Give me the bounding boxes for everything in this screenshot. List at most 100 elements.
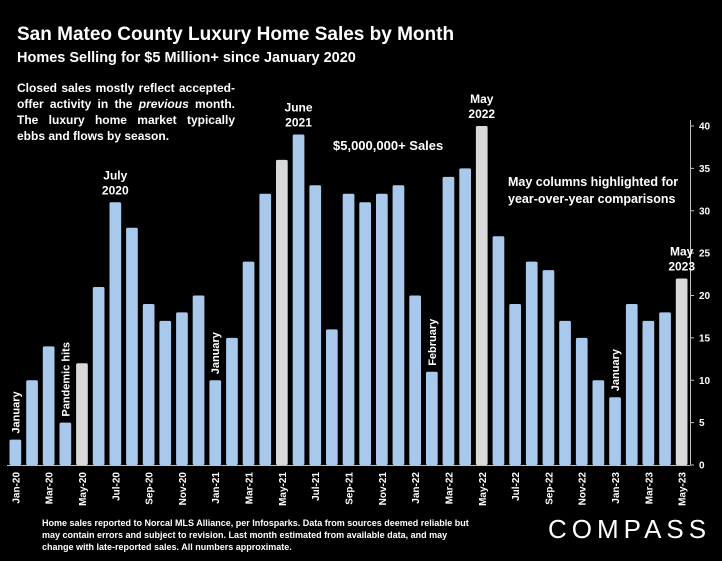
y-tick-label: 15 bbox=[699, 333, 711, 344]
y-tick-label: 30 bbox=[699, 206, 711, 217]
bar-May-20 bbox=[76, 363, 88, 465]
bar-Jun-22 bbox=[492, 236, 505, 465]
x-tick-label: Sep-22 bbox=[544, 472, 555, 505]
annotation-May-23: May bbox=[670, 245, 694, 259]
x-tick-label: Nov-21 bbox=[378, 472, 389, 506]
compass-logo: COMPASS bbox=[548, 514, 712, 544]
annotation-Jan-21: January bbox=[210, 331, 222, 374]
x-tick-label: Mar-23 bbox=[644, 472, 655, 505]
bar-Jul-20 bbox=[109, 202, 122, 466]
bar-Oct-20 bbox=[159, 320, 172, 465]
bar-Mar-21 bbox=[242, 261, 255, 465]
annotation-Jul-20: 2020 bbox=[102, 183, 129, 197]
x-tick-label: Jan-23 bbox=[611, 472, 622, 504]
bar-Apr-21 bbox=[259, 193, 272, 466]
chart-subtitle: Homes Selling for $5 Million+ since Janu… bbox=[17, 50, 356, 66]
bar-Mar-23 bbox=[642, 320, 655, 465]
x-tick-label: May-22 bbox=[478, 472, 489, 506]
annotation-May-22: May bbox=[470, 92, 494, 106]
bar-Aug-21 bbox=[326, 329, 338, 465]
annotation-Jan-23: January bbox=[610, 348, 622, 391]
bar-Apr-22 bbox=[459, 168, 471, 465]
x-tick-label: Sep-20 bbox=[145, 472, 156, 505]
bar-Apr-20 bbox=[59, 422, 72, 465]
bar-Jan-23 bbox=[609, 397, 621, 465]
bar-Jul-21 bbox=[309, 185, 322, 466]
bar-Nov-21 bbox=[376, 193, 388, 466]
x-tick-label: May-20 bbox=[78, 472, 89, 506]
chart-title: San Mateo County Luxury Home Sales by Mo… bbox=[17, 24, 455, 45]
annotation-Jun-21: June bbox=[285, 100, 313, 114]
note-text-b: month. The luxury home market typically … bbox=[17, 97, 235, 143]
bar-Jan-22 bbox=[409, 295, 421, 465]
annotation-Jan-20: January bbox=[10, 391, 22, 434]
bar-Aug-22 bbox=[525, 261, 538, 465]
x-tick-label: Mar-22 bbox=[444, 472, 455, 505]
bar-May-23 bbox=[675, 278, 688, 465]
x-tick-label: May-21 bbox=[278, 472, 289, 506]
bar-Jan-21 bbox=[209, 380, 222, 466]
bar-Feb-20 bbox=[26, 380, 38, 466]
axis-layer: Jan-20 Mar-20 May-20 Jul-20 Sep-20 Nov-20 Jan-… bbox=[7, 120, 711, 506]
bar-Mar-20 bbox=[42, 346, 55, 465]
bar-Dec-22 bbox=[592, 380, 605, 466]
y-tick-label: 20 bbox=[699, 291, 711, 302]
x-tick-label: Mar-20 bbox=[45, 472, 56, 505]
may-highlight-note: May columns highlighted for year-over-ye… bbox=[508, 174, 678, 208]
x-tick-label: Jul-22 bbox=[511, 472, 522, 501]
bar-May-22 bbox=[475, 126, 488, 465]
bar-Dec-21 bbox=[392, 185, 405, 466]
bar-Oct-21 bbox=[359, 202, 371, 466]
bar-Sep-22 bbox=[542, 270, 555, 465]
x-tick-label: Jul-21 bbox=[311, 472, 322, 501]
may-note-line-1: May columns highlighted for bbox=[508, 175, 679, 189]
annotation-May-23: 2023 bbox=[668, 260, 695, 274]
x-tick-label: Jan-20 bbox=[11, 472, 22, 504]
note-text-a: Closed sales mostly reflect accepted-off… bbox=[17, 81, 235, 111]
bar-Feb-23 bbox=[625, 304, 638, 465]
bar-Oct-22 bbox=[559, 320, 571, 465]
annotation-Jul-20: July bbox=[103, 168, 127, 182]
x-tick-label: Nov-22 bbox=[578, 472, 589, 506]
x-tick-label: Jan-22 bbox=[411, 472, 422, 504]
x-tick-label: May-23 bbox=[678, 472, 689, 506]
bar-Jun-20 bbox=[92, 287, 105, 465]
x-tick-label: Jul-20 bbox=[111, 472, 122, 501]
bars-layer bbox=[9, 126, 688, 466]
bar-Aug-20 bbox=[126, 227, 138, 465]
bar-May-21 bbox=[276, 159, 288, 465]
y-tick-label: 35 bbox=[699, 164, 711, 175]
bar-Nov-22 bbox=[575, 337, 588, 465]
explanatory-note: Closed sales mostly reflect accepted-off… bbox=[17, 80, 235, 144]
x-tick-label: Nov-20 bbox=[178, 472, 189, 506]
bar-Dec-20 bbox=[192, 295, 205, 465]
y-tick-label: 5 bbox=[699, 418, 705, 429]
bar-Feb-22 bbox=[426, 371, 438, 465]
y-tick-label: 25 bbox=[699, 249, 711, 260]
y-tick-label: 0 bbox=[699, 461, 705, 472]
may-note-line-2: year-over-year comparisons bbox=[508, 192, 676, 206]
y-tick-label: 40 bbox=[699, 122, 711, 133]
bar-Nov-20 bbox=[176, 312, 188, 465]
note-emphasis: previous bbox=[138, 97, 189, 111]
bar-Feb-21 bbox=[226, 337, 238, 465]
source-footnote: Home sales reported to Norcal MLS Allian… bbox=[42, 518, 469, 552]
annotation-Feb-22: February bbox=[427, 318, 439, 366]
x-tick-label: Mar-21 bbox=[245, 472, 256, 505]
x-tick-label: Jan-21 bbox=[211, 472, 222, 504]
annotation-Jun-21: 2021 bbox=[285, 115, 312, 129]
annotations-layer: January Pandemic hitsJuly2020JanuaryJune2… bbox=[10, 92, 695, 434]
bar-Mar-22 bbox=[442, 176, 455, 465]
x-tick-label: Sep-21 bbox=[345, 472, 356, 505]
bar-Apr-23 bbox=[659, 312, 671, 465]
bar-Jun-21 bbox=[292, 134, 305, 465]
bar-Sep-21 bbox=[342, 193, 355, 466]
series-label: $5,000,000+ Sales bbox=[333, 138, 444, 153]
bar-Sep-20 bbox=[142, 304, 155, 465]
annotation-Apr-20: Pandemic hits bbox=[60, 342, 72, 417]
bar-Jan-20 bbox=[9, 439, 22, 465]
annotation-May-22: 2022 bbox=[468, 107, 495, 121]
y-tick-label: 10 bbox=[699, 376, 711, 387]
bar-Jul-22 bbox=[509, 304, 521, 465]
